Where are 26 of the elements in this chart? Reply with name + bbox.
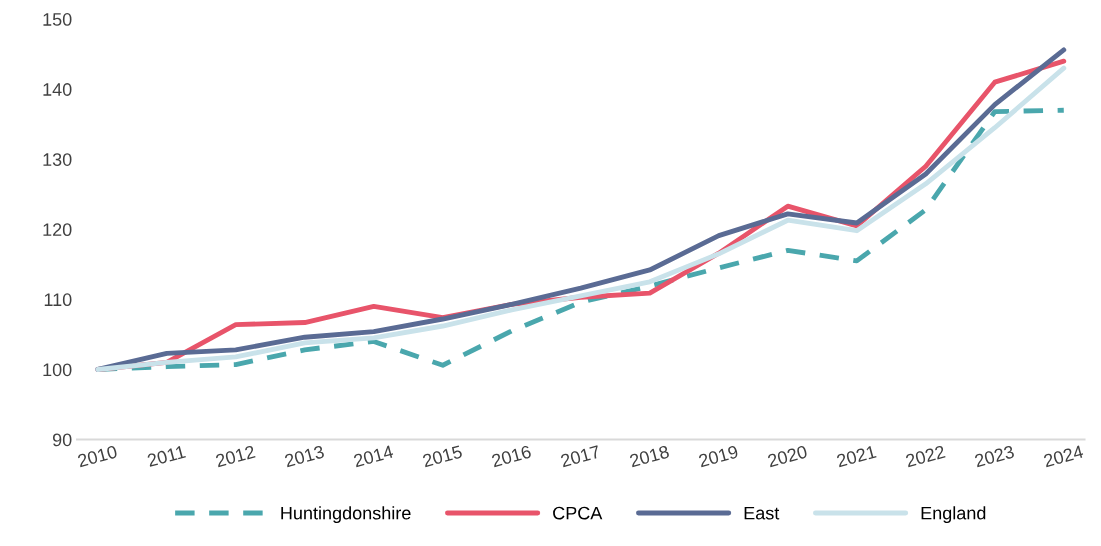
x-tick-label: 2017	[560, 445, 601, 468]
x-tick-label: 2020	[767, 445, 808, 468]
legend-label: England	[921, 506, 986, 524]
x-tick-label: 2014	[353, 444, 394, 468]
legend-label: East	[744, 506, 780, 520]
legend-label: CPCA	[553, 506, 603, 520]
x-tick-label: 2019	[698, 445, 739, 468]
x-tick-label: 2023	[974, 445, 1015, 468]
y-tick-label: 100	[43, 363, 72, 377]
y-tick-label: 150	[43, 13, 72, 26]
x-tick-label: 2011	[146, 445, 186, 468]
x-tick-label: 2012	[215, 445, 256, 468]
y-tick-label: 140	[43, 83, 72, 96]
x-tick-label: 2022	[905, 445, 946, 468]
x-tick-label: 2018	[629, 445, 670, 468]
y-tick-label: 110	[44, 293, 72, 307]
y-tick-label: 130	[43, 153, 72, 166]
x-tick-label: 2021	[836, 445, 877, 468]
y-tick-label: 120	[43, 223, 72, 237]
x-tick-label: 2010	[77, 445, 118, 468]
x-tick-label: 2016	[491, 445, 532, 468]
x-tick-label: 2013	[284, 445, 325, 468]
legend-label: Huntingdonshire	[281, 506, 411, 524]
x-tick-label: 2015	[422, 445, 463, 468]
y-tick-label: 90	[52, 433, 72, 447]
x-tick-label: 2024	[1043, 444, 1084, 468]
